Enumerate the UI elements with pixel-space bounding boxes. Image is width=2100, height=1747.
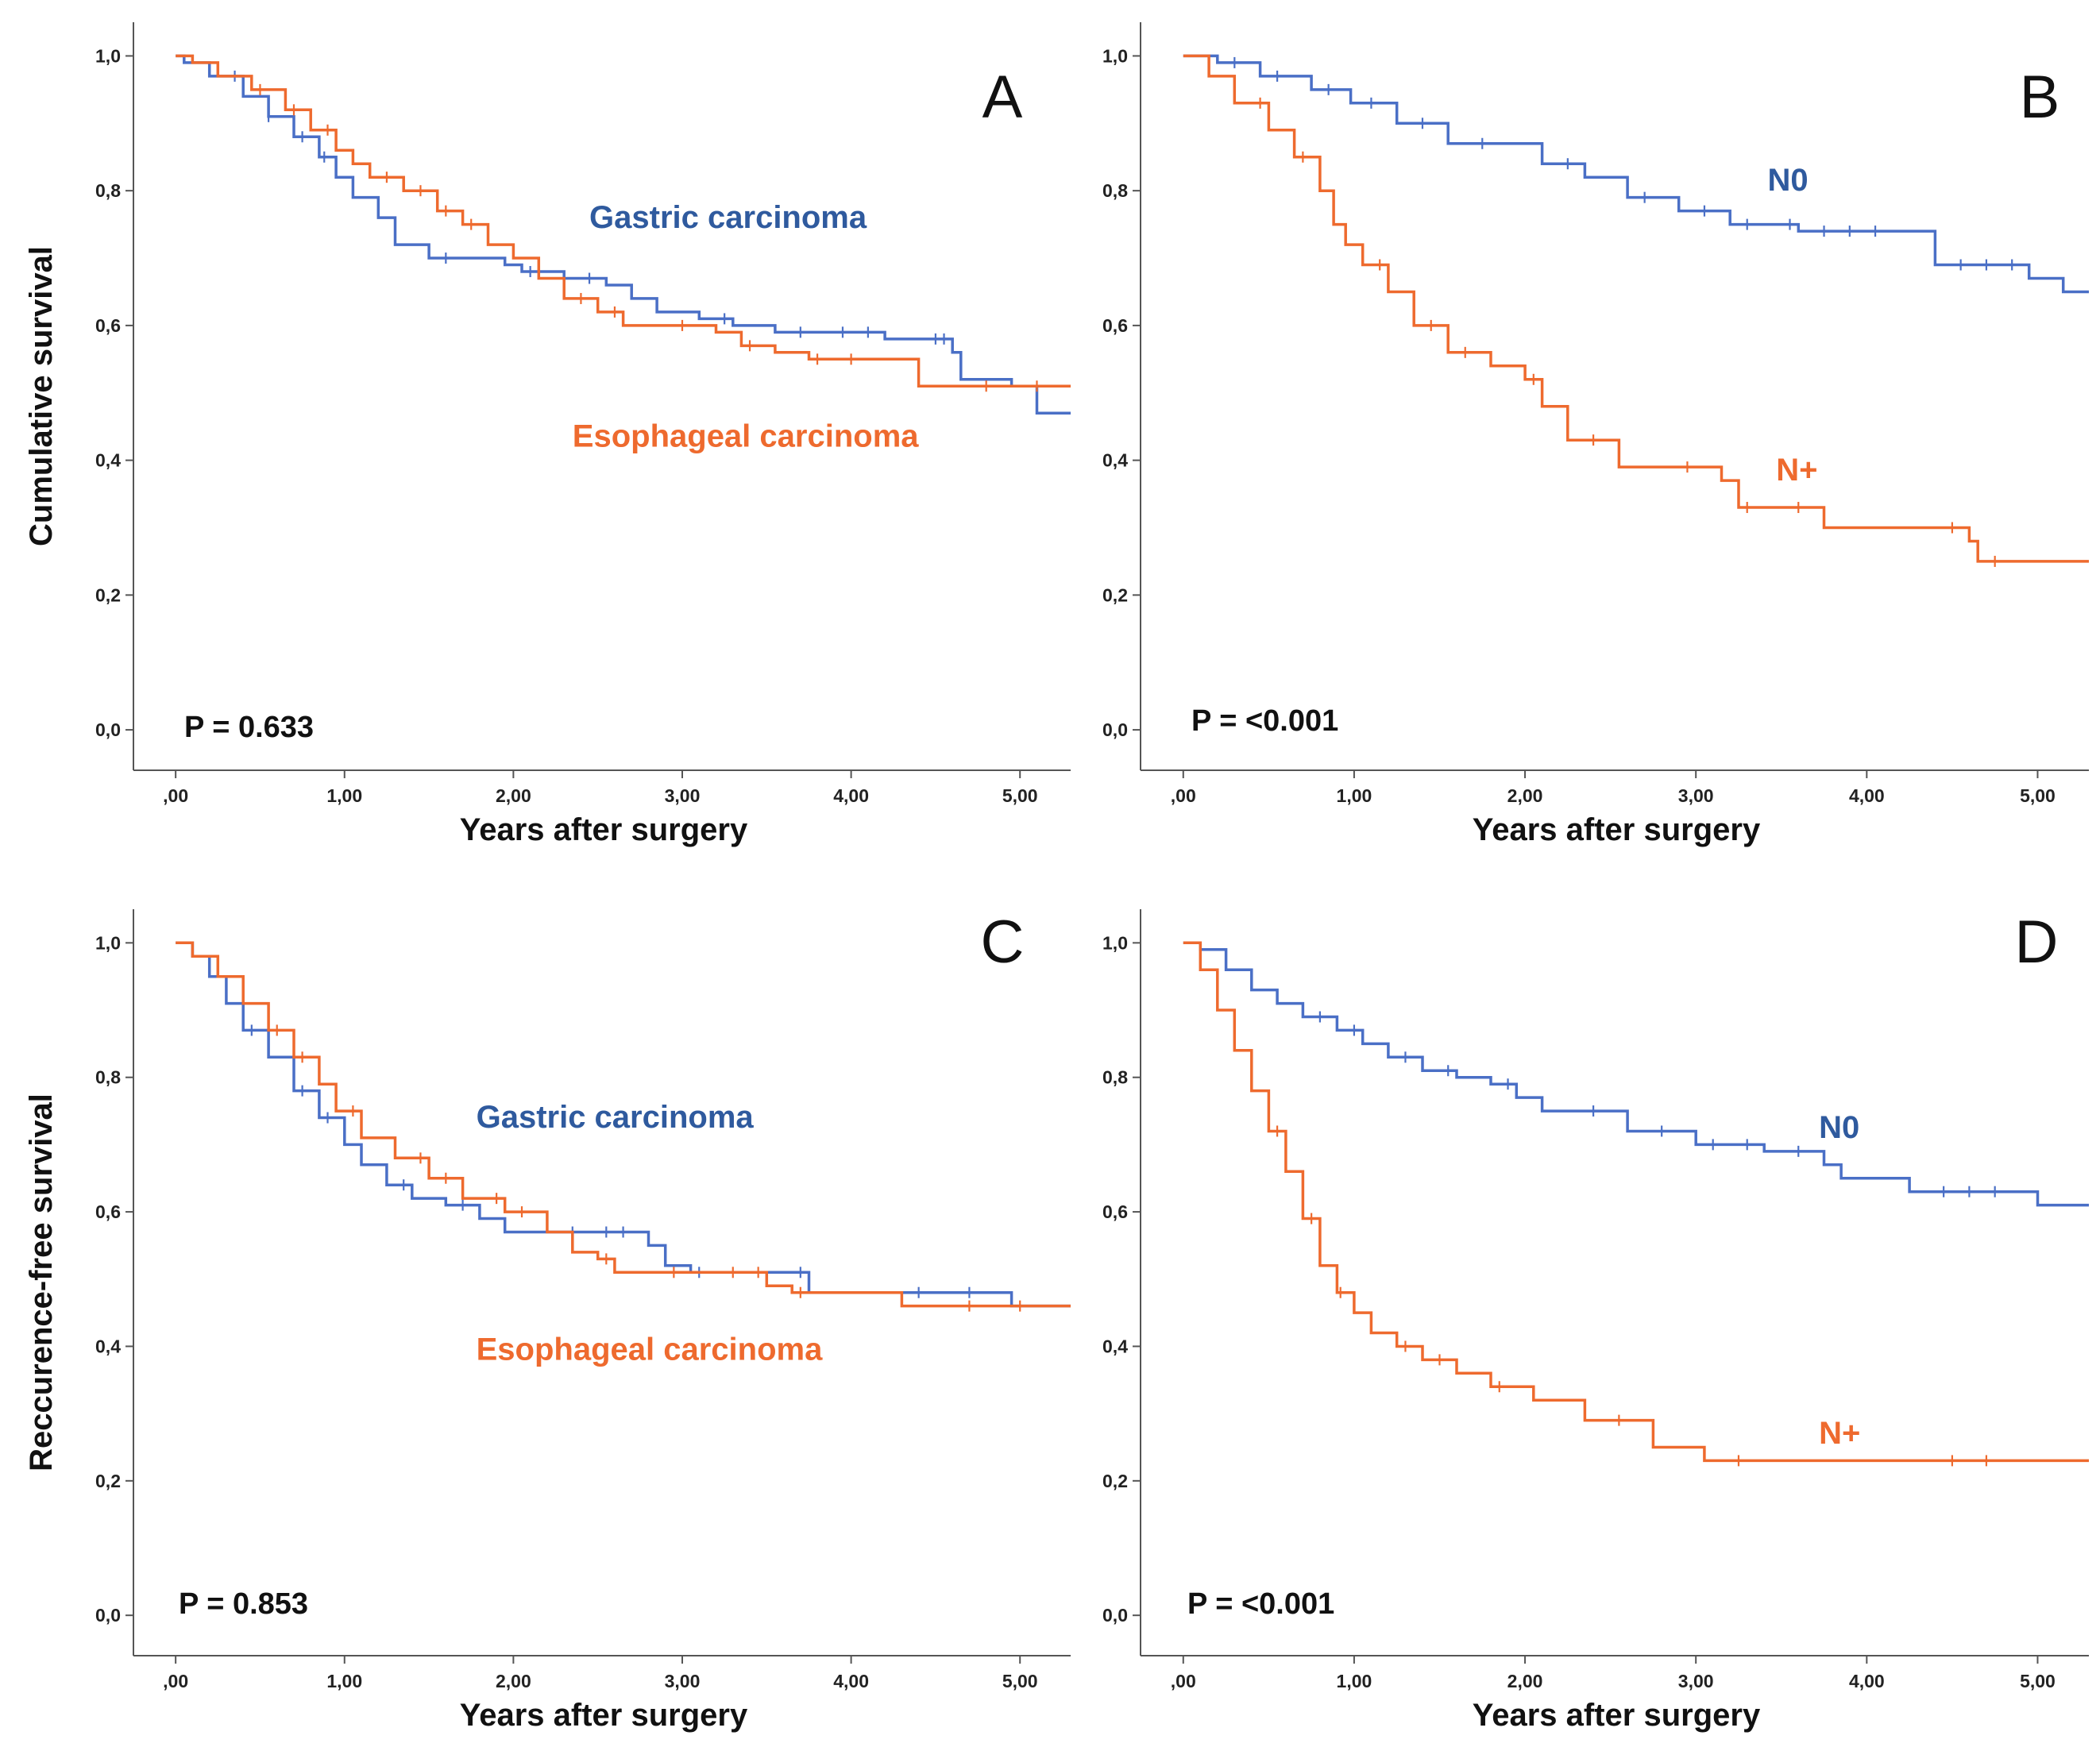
x-axis-title: Years after surgery <box>460 812 748 847</box>
y-tick-label: 0,6 <box>95 1201 121 1222</box>
x-tick-label: ,00 <box>1171 1671 1196 1691</box>
x-tick-label: 5,00 <box>2020 1671 2056 1691</box>
y-tick-label: 0,2 <box>1102 1471 1128 1491</box>
y-tick-label: 0,4 <box>95 1336 121 1356</box>
x-tick-label: 5,00 <box>1002 785 1038 806</box>
panel-a: ,00 1,00 2,00 3,00 4,00 5,00 0,0 0,2 0,4 0,6 0,8 1,… <box>24 22 1071 847</box>
x-tick-label: 3,00 <box>665 1671 701 1691</box>
y-tick-label: 0,2 <box>95 1471 121 1491</box>
panel-d: ,00 1,00 2,00 3,00 4,00 5,00 0,0 0,2 0,4 0,6 0,8 1,… <box>1102 908 2089 1733</box>
y-tick-label: 0,4 <box>1102 450 1128 471</box>
y-tick-label: 0,0 <box>95 719 121 740</box>
x-axis-title: Years after surgery <box>1473 1698 1761 1733</box>
x-tick-label: 1,00 <box>1337 785 1372 806</box>
y-tick-label: 0,2 <box>1102 584 1128 605</box>
x-tick-label: 1,00 <box>326 785 362 806</box>
y-tick-label: 0,6 <box>1102 1201 1128 1222</box>
x-tick-label: 1,00 <box>1337 1671 1372 1691</box>
x-tick-label: 3,00 <box>665 785 701 806</box>
y-tick-label: 0,0 <box>1102 1605 1128 1626</box>
x-tick-label: 4,00 <box>1849 785 1885 806</box>
x-tick-label: 4,00 <box>833 1671 869 1691</box>
panel-letter: C <box>981 908 1025 976</box>
x-tick-label: 3,00 <box>1678 1671 1714 1691</box>
y-tick-label: 0,4 <box>1102 1336 1128 1356</box>
x-tick-label: 4,00 <box>833 785 869 806</box>
x-tick-label: 5,00 <box>2020 785 2056 806</box>
y-tick-label: 0,6 <box>1102 315 1128 336</box>
y-tick-label: 0,0 <box>95 1605 121 1626</box>
y-tick-label: 0,8 <box>95 1067 121 1088</box>
x-tick-label: ,00 <box>163 785 188 806</box>
series-n0-curve <box>1183 941 2089 1207</box>
y-axis-title: Cumulative survival <box>24 246 59 546</box>
y-tick-label: 1,0 <box>1102 932 1128 953</box>
series-esophageal-carcinoma-curve <box>176 54 1071 388</box>
p-value: P = 0.633 <box>184 711 314 744</box>
series-label: Gastric carcinoma <box>477 1100 755 1135</box>
y-axis-title: Reccurence-free survival <box>24 1093 59 1471</box>
x-axis-title: Years after surgery <box>460 1698 748 1733</box>
y-tick-label: 0,8 <box>1102 180 1128 201</box>
panel-letter: B <box>2020 64 2060 131</box>
x-tick-label: ,00 <box>163 1671 188 1691</box>
series-label: N0 <box>1768 163 1809 198</box>
y-tick-label: 1,0 <box>1102 45 1128 66</box>
panel-c: ,00 1,00 2,00 3,00 4,00 5,00 0,0 0,2 0,4 0,6 0,8 1,… <box>24 908 1071 1733</box>
x-tick-label: 4,00 <box>1849 1671 1885 1691</box>
x-tick-label: 2,00 <box>1507 1671 1543 1691</box>
series-label: N+ <box>1776 453 1817 488</box>
panel-letter: D <box>2015 908 2059 976</box>
x-tick-label: ,00 <box>1171 785 1196 806</box>
p-value: P = <0.001 <box>1187 1587 1334 1621</box>
x-tick-label: 1,00 <box>326 1671 362 1691</box>
x-tick-label: 2,00 <box>496 1671 531 1691</box>
series-gastric-carcinoma-curve <box>176 54 1071 415</box>
panel-letter: A <box>982 64 1023 131</box>
x-axis-title: Years after surgery <box>1473 812 1761 847</box>
x-tick-label: 3,00 <box>1678 785 1714 806</box>
p-value: P = 0.853 <box>179 1587 308 1621</box>
y-tick-label: 0,4 <box>95 450 121 471</box>
y-tick-label: 0,6 <box>95 315 121 336</box>
x-tick-label: 2,00 <box>1507 785 1543 806</box>
series-label: Esophageal carcinoma <box>573 419 919 454</box>
panel-b: ,00 1,00 2,00 3,00 4,00 5,00 0,0 0,2 0,4 0,6 0,8 1,… <box>1102 22 2089 847</box>
x-tick-label: 2,00 <box>496 785 531 806</box>
series-n--curve <box>1183 54 2089 563</box>
x-tick-label: 5,00 <box>1002 1671 1038 1691</box>
series-n0-curve <box>1183 54 2089 294</box>
series-label: Gastric carcinoma <box>589 200 867 235</box>
y-tick-label: 1,0 <box>95 932 121 953</box>
y-tick-label: 0,8 <box>95 180 121 201</box>
series-n--curve <box>1183 941 2089 1463</box>
y-tick-label: 0,2 <box>95 584 121 605</box>
series-label: N+ <box>1819 1416 1860 1451</box>
y-tick-label: 0,0 <box>1102 719 1128 740</box>
series-label: Esophageal carcinoma <box>477 1332 823 1367</box>
series-label: N0 <box>1819 1110 1859 1145</box>
y-tick-label: 1,0 <box>95 45 121 66</box>
y-tick-label: 0,8 <box>1102 1067 1128 1088</box>
series-esophageal-carcinoma-curve <box>176 941 1071 1308</box>
p-value: P = <0.001 <box>1191 704 1338 738</box>
